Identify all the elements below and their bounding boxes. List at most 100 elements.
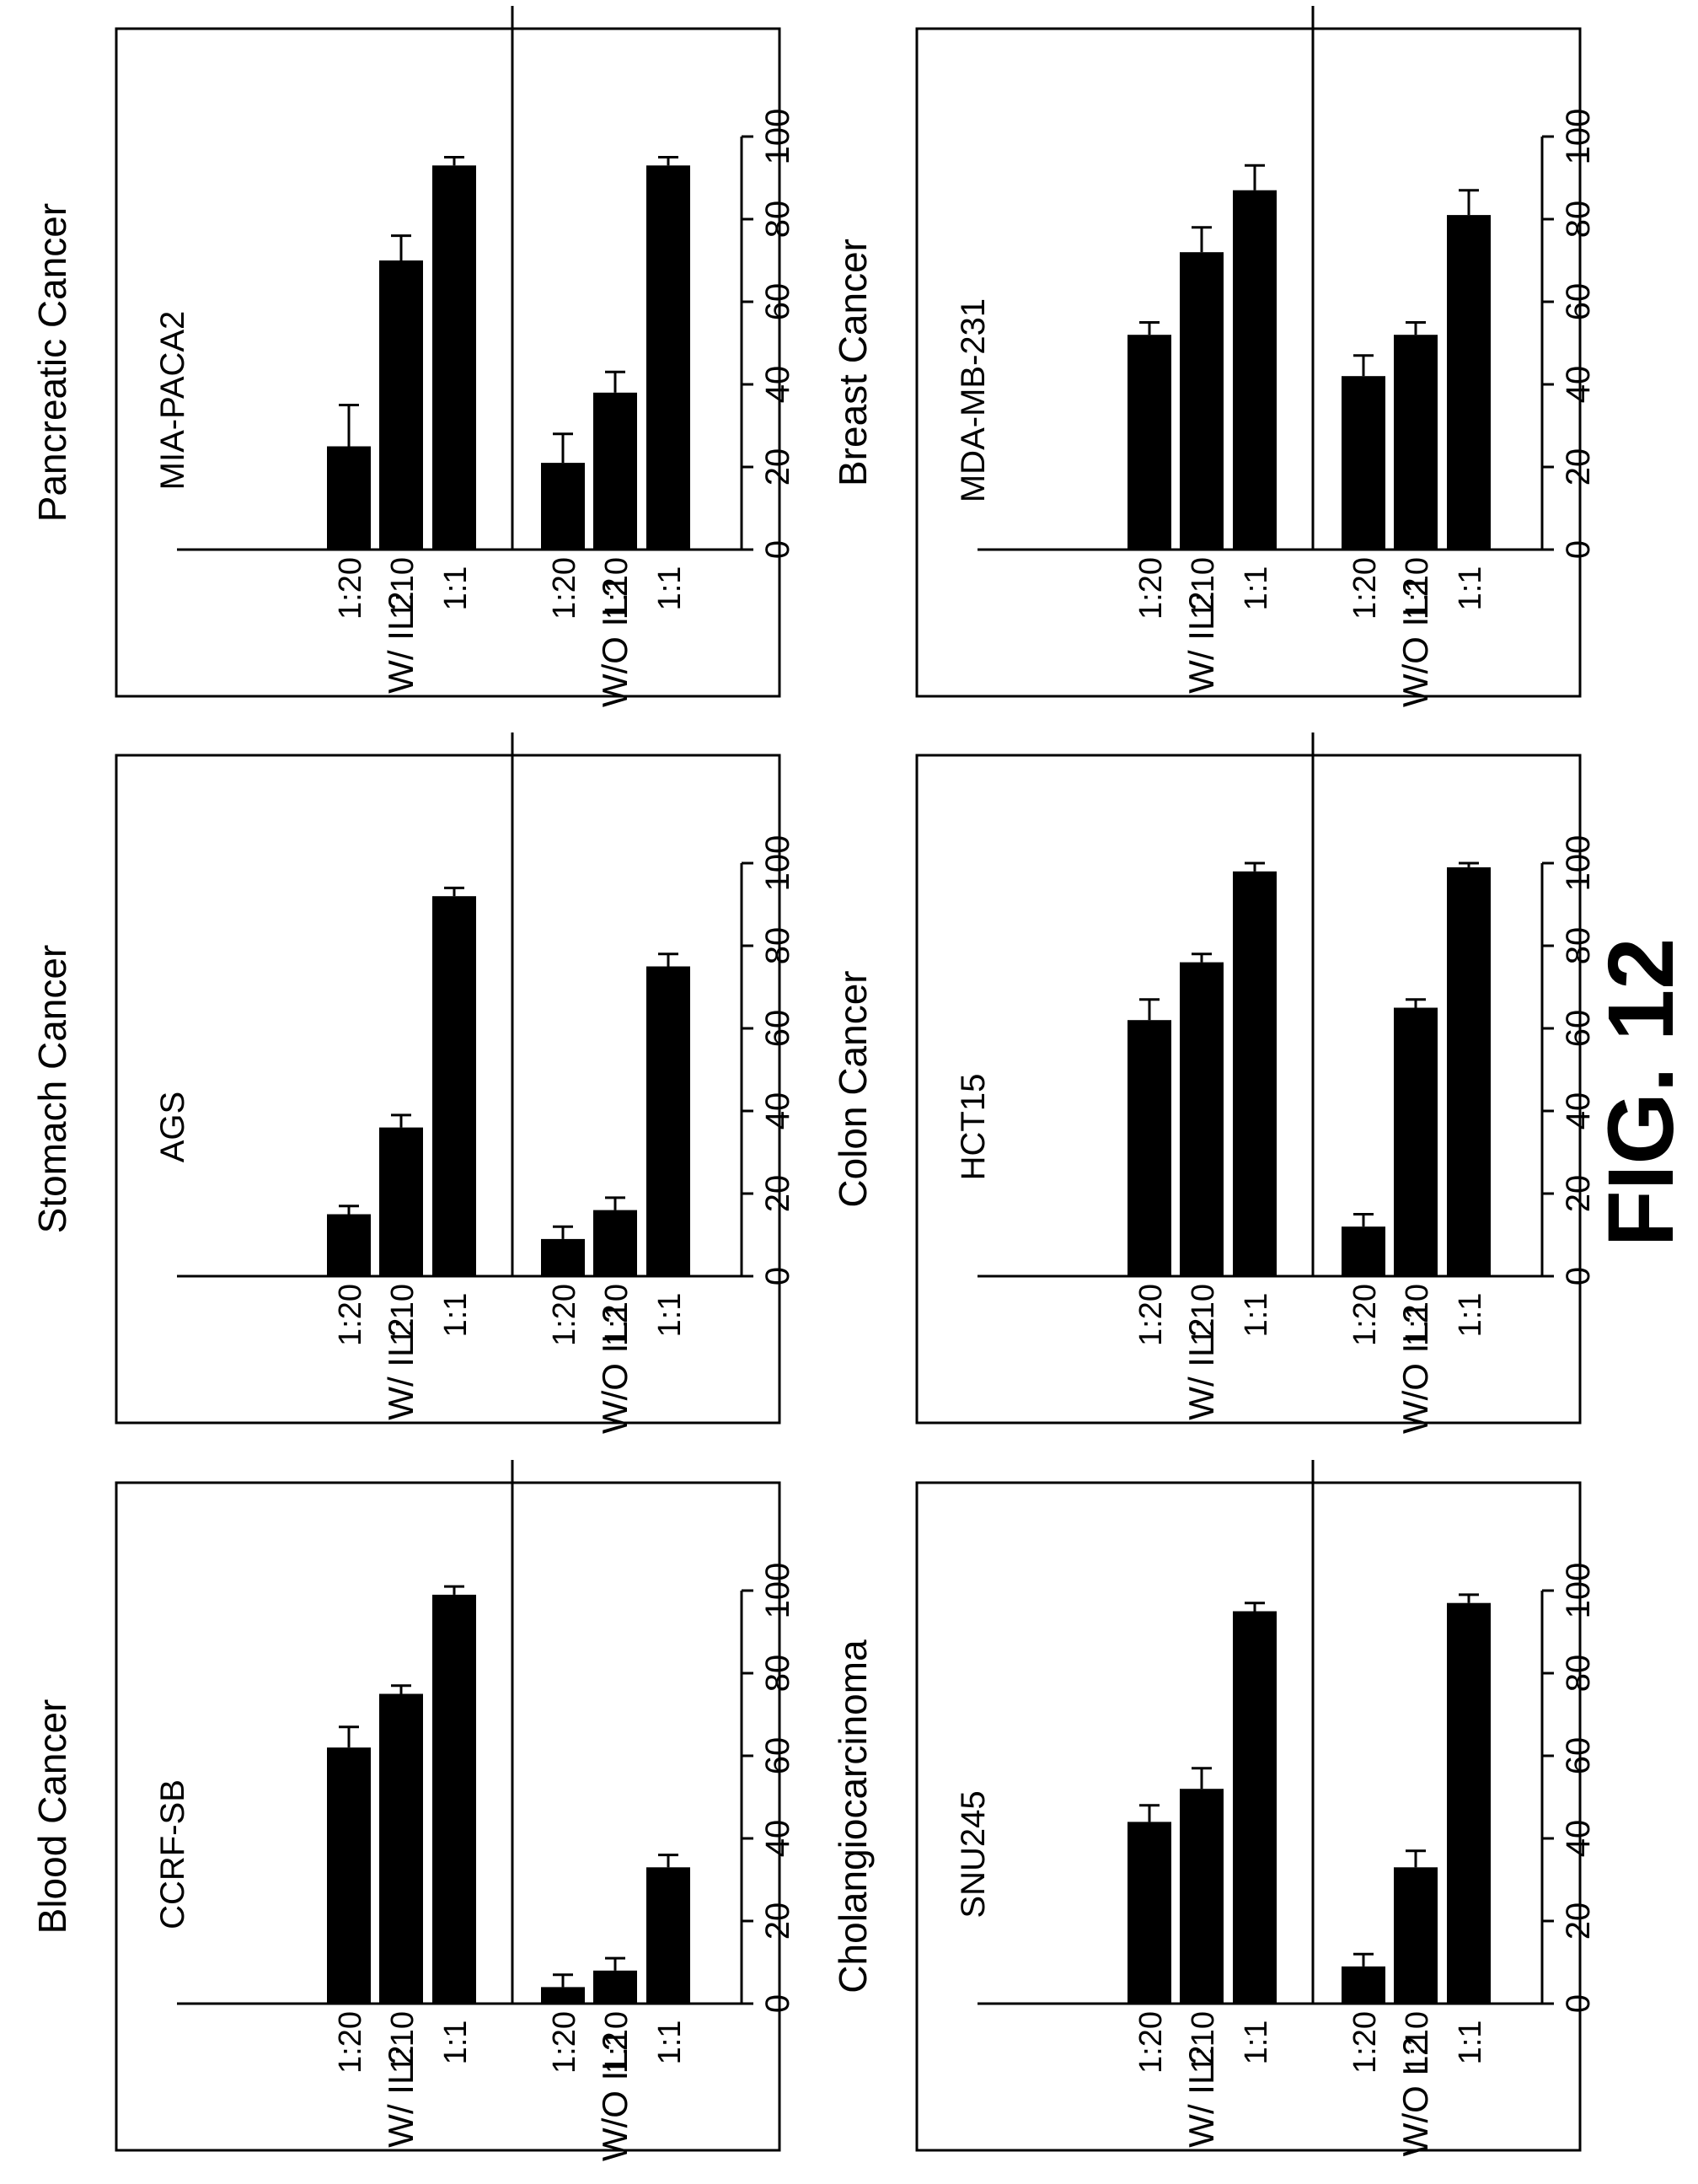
category-label: 1:1 [1239, 566, 1274, 611]
value-tick-label: 0 [759, 1994, 796, 2013]
value-tick-label: 40 [759, 1820, 796, 1858]
bar [646, 1867, 690, 2004]
panel-frame [915, 1481, 1582, 2152]
value-tick-label: 80 [759, 201, 796, 239]
bar [432, 1594, 476, 2004]
category-label: 1:20 [1347, 1284, 1383, 1346]
chart-panel: Breast Cancer MDA-MB-231 100 80 60 40 20 0 1:1 1:… [831, 6, 1597, 707]
panel-frame [115, 754, 781, 1425]
value-tick-label: 60 [1560, 1737, 1597, 1775]
bar [327, 1747, 371, 2004]
group-label: W/ IL2 [1181, 1317, 1221, 1419]
bar [1180, 962, 1224, 1276]
panel-title: Colon Cancer [831, 970, 875, 1207]
bar [1394, 1867, 1438, 2004]
category-label: 1:10 [599, 1284, 635, 1346]
category-label: 1:1 [1453, 2020, 1488, 2065]
category-label: 1:10 [1400, 557, 1435, 620]
bar [1447, 867, 1491, 1276]
group-label: W/ IL2 [1181, 2045, 1221, 2147]
panel-frame [115, 1481, 781, 2152]
category-label: 1:20 [1347, 2011, 1383, 2074]
category-label: 1:10 [1186, 1284, 1221, 1346]
panel-title: Blood Cancer [30, 1699, 74, 1934]
category-label: 1:20 [547, 2011, 582, 2074]
category-label: 1:20 [1133, 2011, 1169, 2074]
category-label: 1:20 [333, 2011, 368, 2074]
panel-title: Breast Cancer [831, 239, 875, 486]
value-tick-label: 20 [759, 1175, 796, 1213]
category-label: 1:10 [599, 2011, 635, 2074]
bar [1342, 1966, 1385, 2004]
category-label: 1:1 [652, 2020, 688, 2065]
value-tick-label: 40 [1560, 1820, 1597, 1858]
value-tick-label: 100 [1560, 109, 1597, 165]
chart-panel: Cholangiocarcinoma SNU245 100 80 60 40 20 0 1:1 1… [831, 1460, 1597, 2156]
value-tick-label: 60 [759, 1010, 796, 1048]
category-label: 1:10 [1400, 1284, 1435, 1346]
cell-line-label: HCT15 [955, 1074, 992, 1181]
category-label: 1:10 [385, 2011, 420, 2074]
category-label: 1:10 [1186, 557, 1221, 620]
value-tick-label: 100 [759, 835, 796, 892]
value-tick-label: 80 [759, 927, 796, 965]
category-label: 1:20 [1133, 557, 1169, 620]
bar [541, 1238, 585, 1276]
cell-line-label: AGS [154, 1092, 191, 1162]
chart-panel: Pancreatic Cancer MIA-PACA2 100 80 60 40 20 0 1:… [30, 6, 796, 707]
bar [1394, 1007, 1438, 1276]
category-label: 1:20 [333, 557, 368, 620]
category-label: 1:20 [1347, 557, 1383, 620]
value-tick-label: 80 [1560, 927, 1597, 965]
category-label: 1:1 [438, 566, 474, 611]
bar [432, 165, 476, 550]
bar [1342, 1226, 1385, 1276]
value-tick-label: 60 [759, 283, 796, 321]
group-label: W/O IL2 [595, 1304, 635, 1434]
bar [1447, 215, 1491, 550]
group-label: W/ IL2 [381, 591, 420, 693]
bar [432, 896, 476, 1276]
category-label: 1:1 [652, 1293, 688, 1338]
category-label: 1:20 [1133, 1284, 1169, 1346]
value-tick-label: 20 [1560, 448, 1597, 486]
value-tick-label: 20 [1560, 1902, 1597, 1940]
value-tick-label: 0 [1560, 540, 1597, 559]
category-label: 1:10 [385, 1284, 420, 1346]
group-label: W/O IL2 [595, 2031, 635, 2161]
group-label: W/O L2 [1395, 2036, 1435, 2156]
value-tick-label: 0 [759, 540, 796, 559]
bar [1394, 335, 1438, 550]
bar [541, 1987, 585, 2004]
category-label: 1:10 [1186, 2011, 1221, 2074]
bar [1342, 376, 1385, 550]
value-tick-label: 20 [759, 448, 796, 486]
bar [646, 165, 690, 550]
value-tick-label: 60 [1560, 283, 1597, 321]
bar [1128, 335, 1171, 550]
value-tick-label: 20 [1560, 1175, 1597, 1213]
value-tick-label: 0 [759, 1267, 796, 1285]
bar [379, 1693, 423, 2004]
bar [379, 1127, 423, 1276]
group-label: W/ IL2 [381, 2045, 420, 2147]
group-label: W/O IL2 [1395, 1304, 1435, 1434]
category-label: 1:1 [1453, 1293, 1488, 1338]
value-tick-label: 80 [1560, 201, 1597, 239]
category-label: 1:20 [547, 1284, 582, 1346]
panel-frame [915, 27, 1582, 698]
bar [593, 1210, 637, 1276]
value-tick-label: 60 [759, 1737, 796, 1775]
panel-title: Cholangiocarcinoma [831, 1639, 875, 1994]
panel-frame [915, 754, 1582, 1425]
category-label: 1:1 [1239, 1293, 1274, 1338]
category-label: 1:20 [333, 1284, 368, 1346]
category-label: 1:1 [652, 566, 688, 611]
chart-panel: Stomach Cancer AGS 100 80 60 40 20 0 1:1 1:10 1:20… [30, 732, 796, 1434]
value-tick-label: 40 [759, 366, 796, 404]
group-label: W/O IL2 [1395, 577, 1435, 707]
bar [379, 260, 423, 550]
bar [1447, 1602, 1491, 2004]
bar [327, 446, 371, 550]
bar [541, 463, 585, 550]
